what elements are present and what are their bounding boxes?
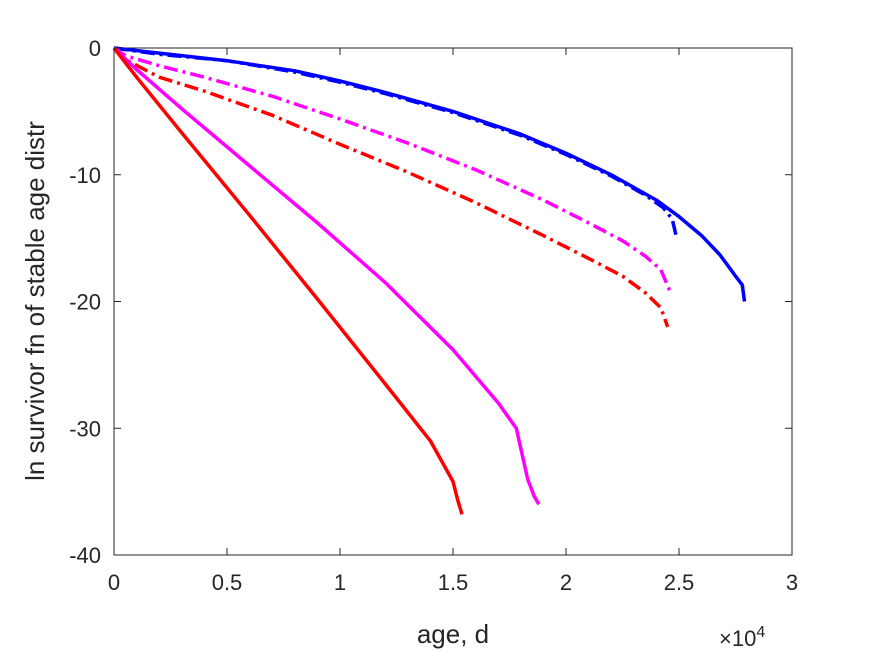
y-tick-label: 0 (89, 36, 101, 61)
x-tick-label: 2.5 (664, 570, 695, 595)
y-tick-label: -20 (69, 290, 101, 315)
series-line-3 (113, 46, 672, 293)
x-tick-label: 3 (786, 570, 798, 595)
y-axis-label: ln survivor fn of stable age distr (20, 121, 50, 481)
y-tick-label: -30 (69, 416, 101, 441)
x-tick-label: 1 (334, 570, 346, 595)
series-layer (112, 46, 747, 515)
series-line-6 (112, 46, 464, 515)
series-line-5 (112, 46, 541, 506)
y-tick-label: -10 (69, 163, 101, 188)
x-axis-exponent: ×104 (719, 624, 765, 651)
x-tick-label: 1.5 (438, 570, 469, 595)
series-line-2 (113, 46, 679, 239)
x-tick-label: 0 (108, 570, 120, 595)
plot-area (113, 47, 793, 556)
y-tick-label: -40 (69, 543, 101, 568)
x-tick-label: 2 (560, 570, 572, 595)
series-line-4 (112, 46, 670, 328)
x-tick-label: 0.5 (212, 570, 243, 595)
x-axis-label: age, d (417, 619, 489, 649)
ticks-layer: 0 0.5 1 1.5 2 2.5 3 0 -10 -20 -30 -40 (69, 36, 798, 595)
